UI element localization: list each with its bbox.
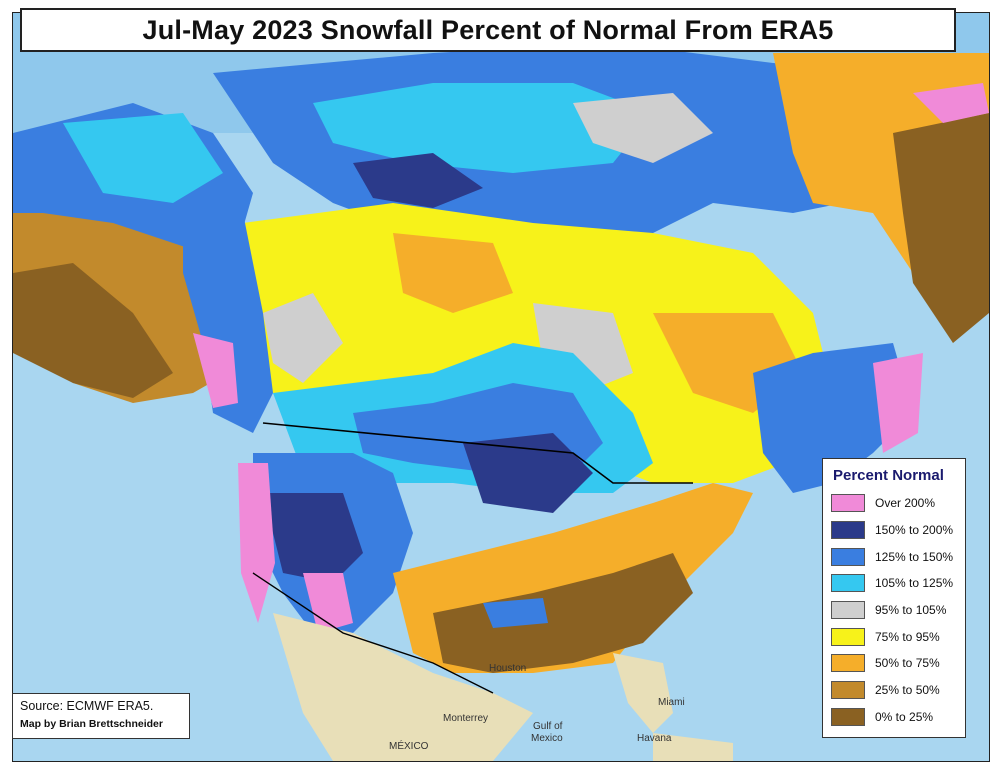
legend-label: 105% to 125%	[875, 576, 954, 591]
arctic-grey	[573, 93, 713, 163]
alaska-dry	[13, 263, 173, 398]
alaska-cyan	[63, 113, 223, 203]
legend-row: 105% to 125%	[831, 570, 957, 597]
greenland-pink	[913, 83, 989, 123]
legend-label: 25% to 50%	[875, 683, 940, 698]
legend-label: 150% to 200%	[875, 523, 954, 538]
legend-swatch	[831, 707, 865, 726]
legend-swatch	[831, 494, 865, 513]
label-miami: Miami	[658, 697, 685, 708]
bc-coast	[183, 203, 273, 433]
credit-box: Source: ECMWF ERA5. Map by Brian Brettsc…	[12, 693, 190, 739]
label-havana: Havana	[637, 733, 672, 744]
cuba	[653, 733, 733, 761]
legend-row: 150% to 200%	[831, 517, 957, 544]
legend-label: 125% to 150%	[875, 549, 954, 564]
legend-title: Percent Normal	[833, 467, 944, 484]
label-monterrey: Monterrey	[443, 713, 489, 724]
source-text: Source: ECMWF ERA5.	[20, 699, 154, 713]
oklahoma-blue	[483, 598, 548, 628]
mexico-land	[273, 613, 533, 761]
legend-swatch	[831, 521, 865, 540]
map-panel: Houston Monterrey MÉXICO Gulf of Mexico …	[12, 12, 990, 762]
legend-label: 0% to 25%	[875, 709, 934, 724]
legend-label: Over 200%	[875, 496, 936, 511]
legend-row: 125% to 150%	[831, 543, 957, 570]
legend-box: Percent Normal Over 200% 150% to 200% 125%…	[822, 458, 966, 738]
california-pink	[238, 463, 275, 623]
atlantic-pink	[873, 353, 923, 453]
us-mexico-border	[252, 572, 494, 694]
us-canada-border	[262, 422, 693, 484]
legend-swatch	[831, 547, 865, 566]
label-houston: Houston	[489, 663, 527, 674]
legend-label: 95% to 105%	[875, 603, 947, 618]
atlantic-canada-blue	[753, 343, 913, 493]
legend-swatch	[831, 574, 865, 593]
bc-pink	[193, 333, 238, 408]
southeast-dry	[433, 553, 693, 673]
arctic-cyan	[313, 83, 653, 173]
author-credit: Map by Brian Brettschneider	[20, 718, 163, 730]
legend-row: 0% to 25%	[831, 704, 957, 731]
legend-swatch	[831, 654, 865, 673]
legend-swatch	[831, 681, 865, 700]
legend-row: 95% to 105%	[831, 597, 957, 624]
upper-midwest-dark	[463, 433, 593, 513]
legend-swatch	[831, 627, 865, 646]
florida	[613, 653, 673, 733]
bc-grey	[263, 293, 343, 383]
legend-row: 25% to 50%	[831, 677, 957, 704]
label-gulf-2: Mexico	[531, 733, 563, 744]
canada-orange-west	[393, 233, 513, 313]
southwest-pink	[303, 573, 353, 633]
legend-row: 50% to 75%	[831, 650, 957, 677]
greenland-dry	[893, 113, 989, 343]
label-gulf-1: Gulf of	[533, 721, 563, 732]
arctic-dark	[353, 153, 483, 208]
legend-row: 75% to 95%	[831, 623, 957, 650]
map-title: Jul-May 2023 Snowfall Percent of Normal …	[20, 8, 956, 52]
label-mexico: MÉXICO	[389, 741, 429, 752]
legend-swatch	[831, 601, 865, 620]
great-basin-dark	[263, 493, 363, 583]
legend-row: Over 200%	[831, 490, 957, 517]
legend-label: 50% to 75%	[875, 656, 940, 671]
legend-label: 75% to 95%	[875, 629, 940, 644]
